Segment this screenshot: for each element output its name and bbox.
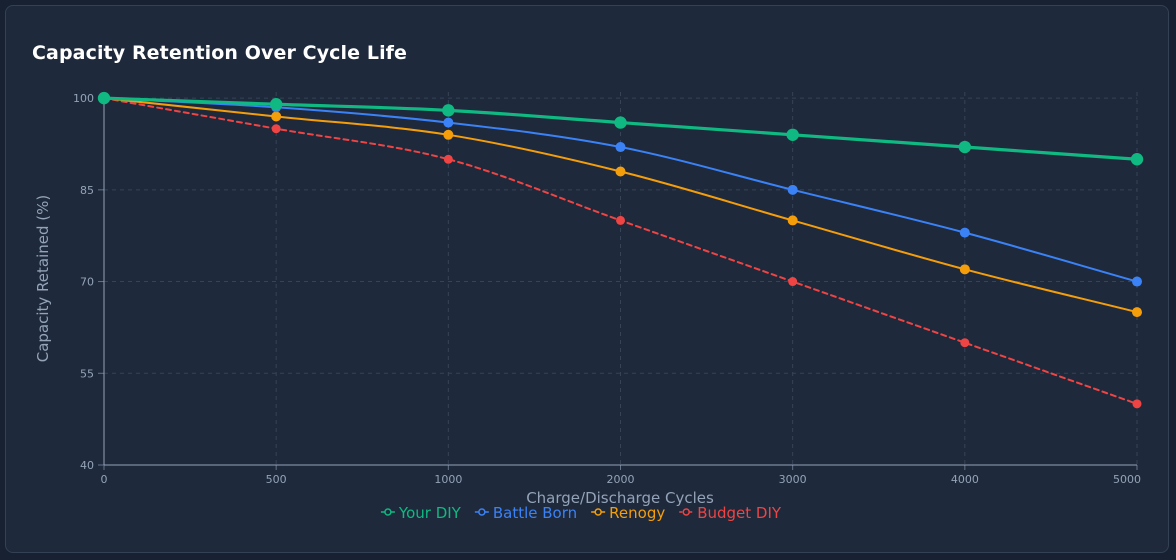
series-group <box>97 91 1144 409</box>
data-point-your-diy <box>614 116 627 129</box>
legend-item-budget-diy[interactable]: Budget DIY <box>679 504 782 522</box>
legend-label-renogy: Renogy <box>609 504 665 522</box>
x-tick-label: 3000 <box>779 473 807 486</box>
data-point-renogy <box>271 111 282 122</box>
data-point-your-diy <box>442 104 455 117</box>
y-tick-label: 85 <box>80 184 94 197</box>
data-point-battle-born <box>443 117 454 128</box>
data-point-battle-born <box>959 227 970 238</box>
data-point-renogy <box>443 129 454 140</box>
data-point-budget-diy <box>616 215 625 225</box>
data-point-your-diy <box>958 140 972 154</box>
legend-item-battle-born[interactable]: Battle Born <box>474 504 577 522</box>
legend-label-battle-born: Battle Born <box>493 504 577 522</box>
legend-label-your-diy: Your DIY <box>398 504 462 522</box>
y-tick-label: 40 <box>80 459 94 472</box>
x-tick-label: 1000 <box>434 473 462 486</box>
data-point-your-diy <box>1130 153 1144 166</box>
legend-item-your-diy[interactable]: Your DIY <box>380 504 462 522</box>
x-tick-label: 0 <box>101 473 108 486</box>
data-point-budget-diy <box>443 154 453 164</box>
y-axis-title: Capacity Retained (%) <box>34 195 52 363</box>
chart-card: Capacity Retention Over Cycle Life <box>5 5 1169 553</box>
y-tick-label: 70 <box>80 276 94 289</box>
legend-marker-budget-diy <box>682 508 690 516</box>
legend[interactable]: Your DIY Battle Born Renogy Budget DIY <box>380 504 782 522</box>
legend-marker-your-diy <box>384 508 392 516</box>
y-tick-label: 100 <box>73 92 94 105</box>
data-point-your-diy <box>269 98 283 111</box>
legend-label-budget-diy: Budget DIY <box>697 504 782 522</box>
data-point-budget-diy <box>788 277 798 287</box>
x-tick-label: 2000 <box>607 473 635 486</box>
data-point-battle-born <box>615 142 626 153</box>
data-point-renogy <box>959 264 970 275</box>
x-tick-label: 4000 <box>951 473 979 486</box>
data-point-battle-born <box>787 184 798 195</box>
data-point-budget-diy <box>1132 399 1142 409</box>
x-tick-label: 500 <box>266 473 287 486</box>
x-tick-label: 5000 <box>1113 473 1141 486</box>
data-point-battle-born <box>1132 276 1142 287</box>
x-axis-title: Charge/Discharge Cycles <box>526 489 714 507</box>
data-point-renogy <box>1132 307 1142 318</box>
data-point-your-diy <box>97 91 111 105</box>
legend-item-renogy[interactable]: Renogy <box>591 504 665 522</box>
data-point-your-diy <box>786 128 799 142</box>
data-point-renogy <box>787 215 798 226</box>
legend-marker-battle-born <box>478 508 486 516</box>
legend-marker-renogy <box>594 508 602 516</box>
data-point-renogy <box>615 166 626 177</box>
data-point-budget-diy <box>271 124 281 134</box>
data-point-budget-diy <box>960 338 970 348</box>
y-tick-label: 55 <box>80 367 94 380</box>
chart-title: Capacity Retention Over Cycle Life <box>32 42 408 64</box>
